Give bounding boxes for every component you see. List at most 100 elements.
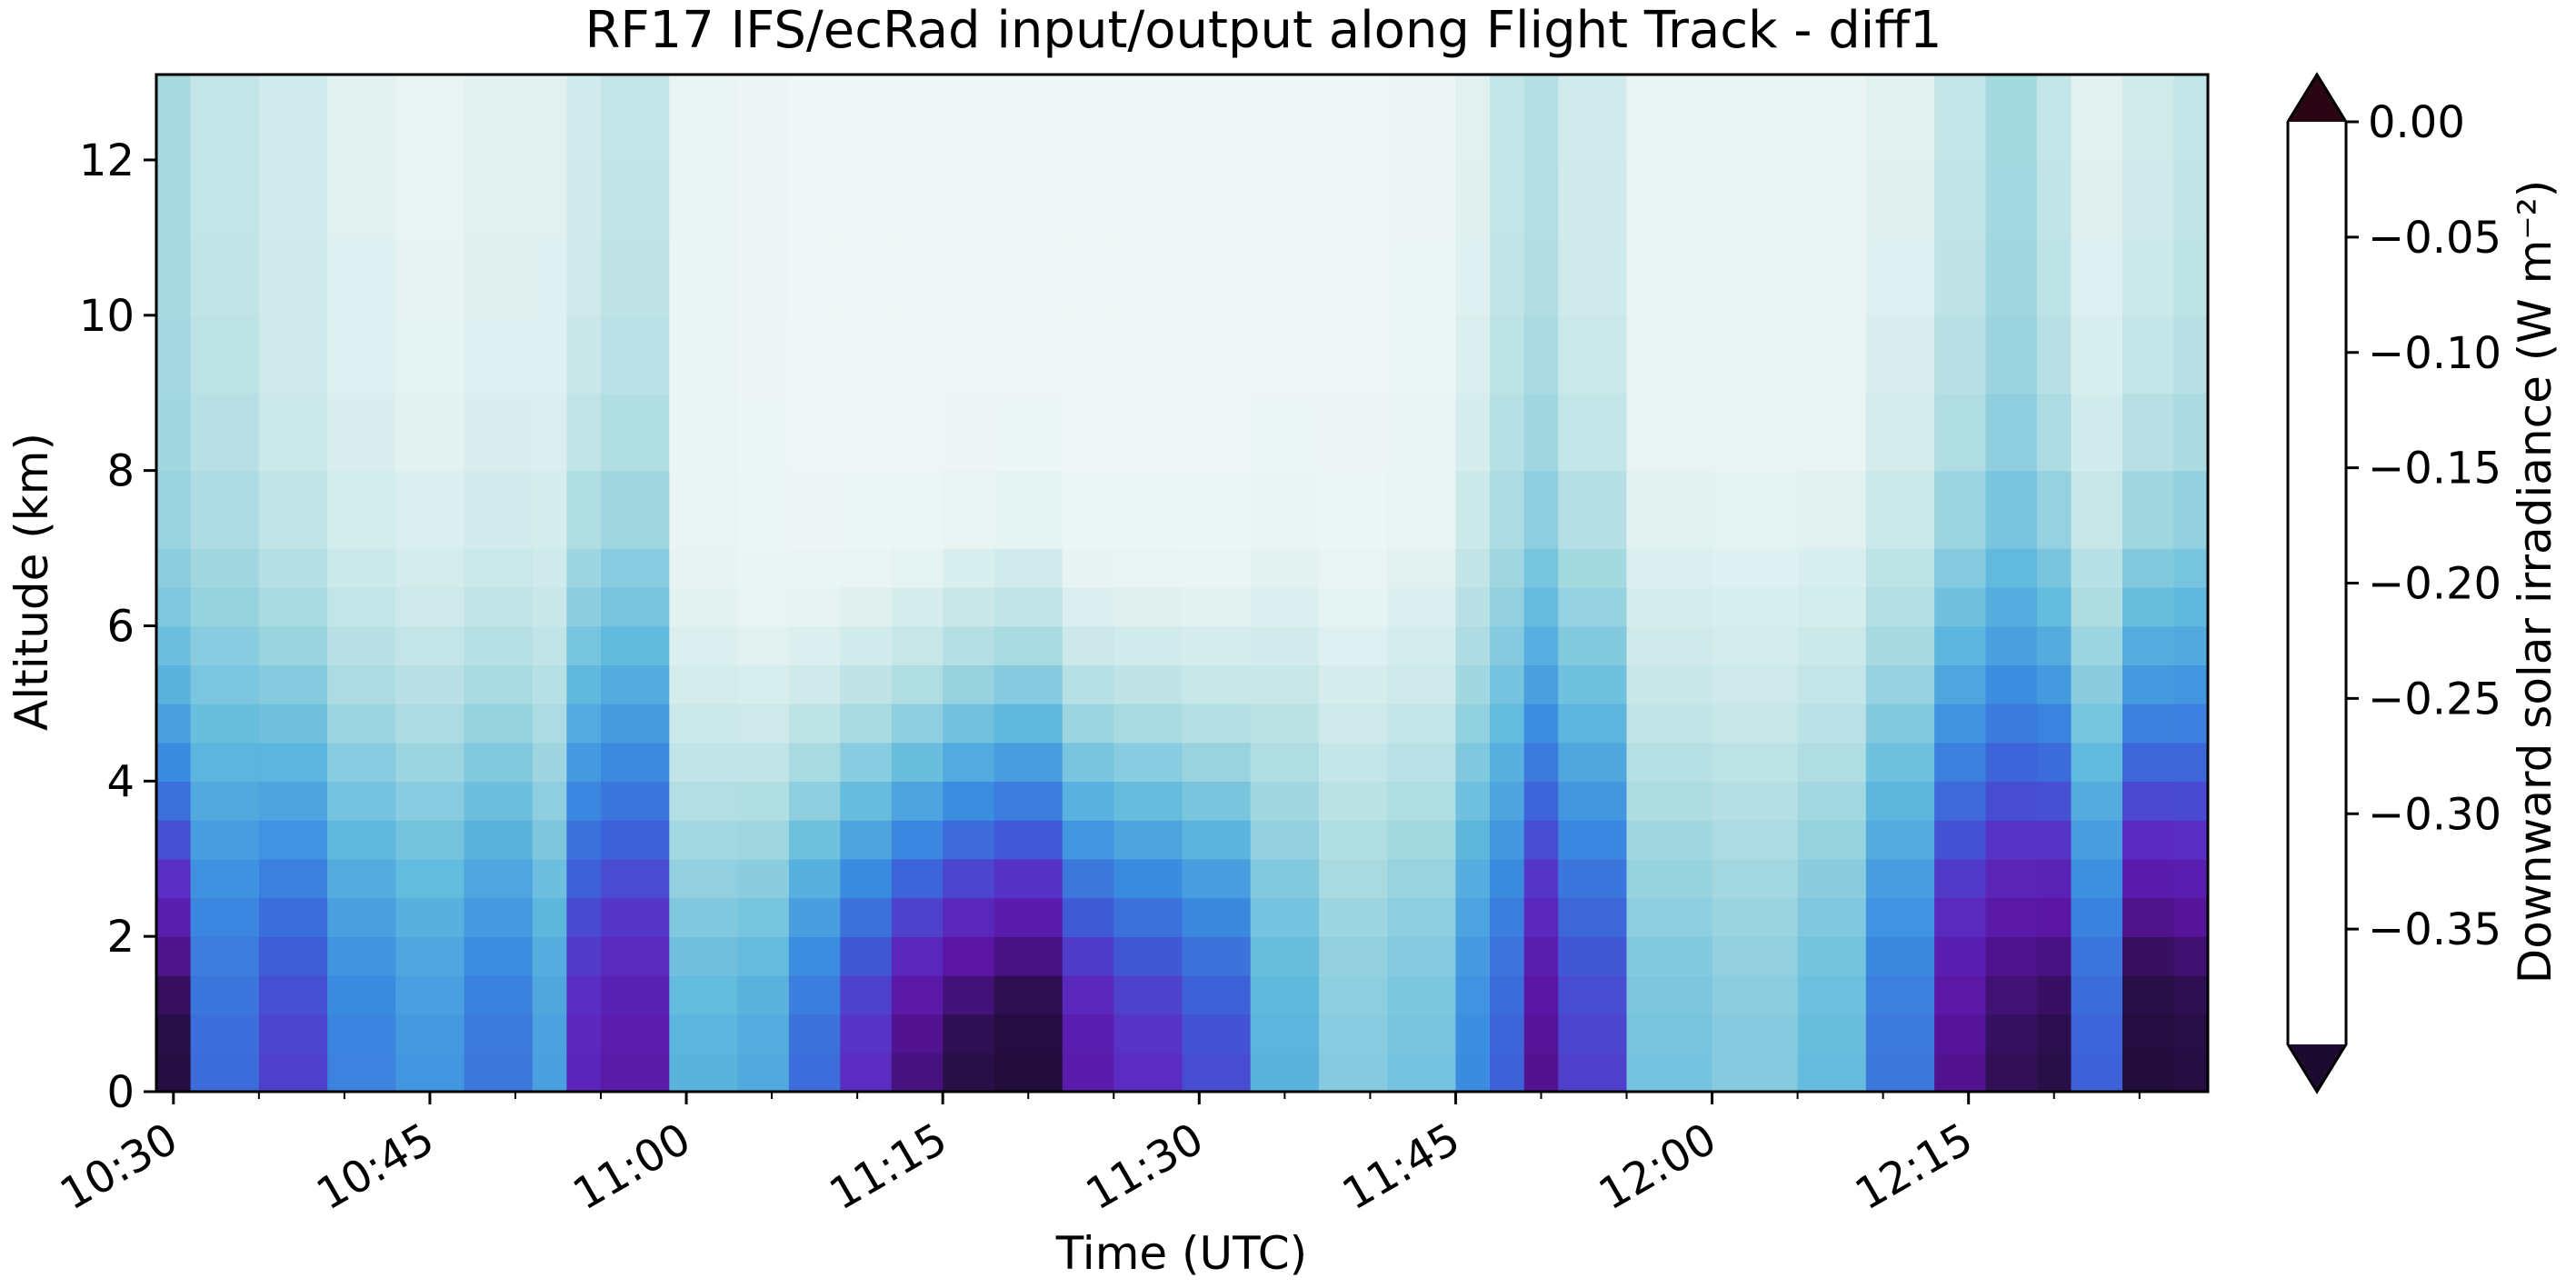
heatmap-cell (327, 1013, 397, 1054)
heatmap-cell (1062, 858, 1114, 899)
heatmap-cell (464, 742, 534, 783)
heatmap-cell (1387, 75, 1457, 161)
heatmap-cell (737, 781, 790, 821)
heatmap-cell (737, 160, 790, 239)
heatmap-cell (532, 820, 568, 860)
heatmap-cell (1490, 664, 1525, 704)
heatmap-cell (1865, 858, 1935, 899)
heatmap-cell (395, 160, 465, 239)
heatmap-cell (2036, 586, 2072, 627)
heatmap-cell (1797, 742, 1867, 783)
heatmap-cell (891, 936, 944, 976)
heatmap-cell (1985, 703, 2038, 744)
heatmap-cell (395, 548, 465, 588)
heatmap-cell (1523, 858, 1560, 899)
heatmap-cell (1062, 586, 1114, 627)
heatmap-cell (2122, 586, 2175, 627)
heatmap-cell (2071, 160, 2123, 239)
heatmap-cell (156, 742, 192, 783)
x-tick-label: 11:15 (821, 1113, 955, 1221)
heatmap-cell (1062, 237, 1114, 316)
heatmap-cell (601, 936, 670, 976)
heatmap-cell (1934, 315, 1987, 394)
heatmap-cell (840, 75, 893, 161)
heatmap-cell (1865, 470, 1935, 549)
heatmap-cell (190, 625, 260, 665)
heatmap-cell (840, 315, 893, 394)
heatmap-cell (943, 75, 995, 161)
heatmap-cell (1523, 315, 1560, 394)
heatmap-cell (993, 548, 1063, 588)
heatmap-cell (156, 586, 192, 627)
y-tick-label: 0 (106, 1067, 135, 1118)
heatmap-cell (1113, 75, 1183, 161)
heatmap-cell (190, 1013, 260, 1054)
heatmap-cell (532, 781, 568, 821)
heatmap-cell (395, 974, 465, 1015)
heatmap-cell (1626, 315, 1713, 394)
heatmap-cell (1934, 1013, 1987, 1054)
x-tick-label: 10:45 (308, 1113, 443, 1221)
heatmap-cell (2036, 781, 2072, 821)
heatmap-cell (943, 393, 995, 472)
heatmap-cell (464, 237, 534, 316)
heatmap-cell (1490, 470, 1525, 549)
heatmap-cell (258, 75, 328, 161)
plot-frame (155, 73, 2210, 1093)
heatmap-cell (566, 664, 602, 704)
heatmap-cell (1490, 393, 1525, 472)
heatmap-cell (788, 470, 842, 549)
heatmap-cell (1062, 664, 1114, 704)
heatmap-cell (601, 820, 670, 860)
heatmap-cell (156, 820, 192, 860)
heatmap-cell (1626, 1013, 1713, 1054)
heatmap-cell (891, 1013, 944, 1054)
heatmap-cell (395, 858, 465, 899)
heatmap-cell (601, 703, 670, 744)
heatmap-cell (737, 936, 790, 976)
heatmap-cell (532, 664, 568, 704)
heatmap-cell (601, 1053, 670, 1093)
heatmap-cell (1712, 974, 1799, 1015)
heatmap-cell (1985, 237, 2038, 316)
heatmap-cell (1387, 897, 1457, 937)
heatmap-cell (1113, 664, 1183, 704)
heatmap-cell (1113, 781, 1183, 821)
heatmap-cell (1558, 936, 1628, 976)
heatmap-cell (1455, 470, 1491, 549)
heatmap-cell (2173, 1053, 2209, 1093)
heatmap-cell (840, 820, 893, 860)
heatmap-cell (737, 742, 790, 783)
heatmap-cell (669, 237, 739, 316)
heatmap-cell (566, 781, 602, 821)
heatmap-cell (788, 586, 842, 627)
heatmap-cell (891, 75, 944, 161)
heatmap-cell (737, 703, 790, 744)
heatmap-cell (1182, 625, 1252, 665)
heatmap-cell (788, 548, 842, 588)
heatmap-cell (1182, 820, 1252, 860)
heatmap-cell (1797, 820, 1867, 860)
heatmap-cell (1523, 1053, 1560, 1093)
heatmap-cell (2036, 237, 2072, 316)
heatmap-cell (601, 664, 670, 704)
heatmap-cell (1455, 858, 1491, 899)
heatmap-cell (2071, 548, 2123, 588)
heatmap-cell (190, 75, 260, 161)
heatmap-cell (464, 897, 534, 937)
heatmap-cell (258, 548, 328, 588)
heatmap-cell (1712, 237, 1799, 316)
heatmap-cell (1985, 393, 2038, 472)
heatmap-cell (1558, 1053, 1628, 1093)
heatmap-cell (464, 470, 534, 549)
heatmap-cell (464, 1053, 534, 1093)
heatmap-cell (2173, 820, 2209, 860)
heatmap-cell (1865, 75, 1935, 161)
heatmap-cell (1113, 625, 1183, 665)
heatmap-cell (1865, 548, 1935, 588)
heatmap-cell (464, 1013, 534, 1054)
colorbar-tick-label: −0.10 (2368, 328, 2501, 379)
heatmap-cell (1455, 625, 1491, 665)
heatmap-cell (943, 974, 995, 1015)
heatmap-cell (1455, 75, 1491, 161)
